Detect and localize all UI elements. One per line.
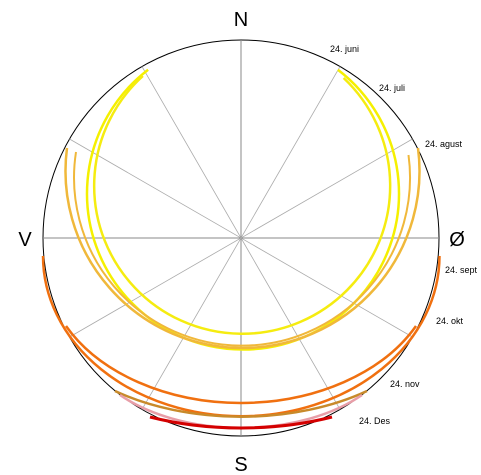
sun-path-juli	[92, 75, 392, 336]
label-juni: 24. juni	[330, 44, 359, 54]
label-nov: 24. nov	[390, 379, 420, 389]
label-sept: 24. sept	[445, 265, 478, 275]
label-juli: 24. juli	[379, 83, 405, 93]
label-des: 24. Des	[359, 416, 391, 426]
sun-path-agust	[64, 147, 421, 350]
sun-path-nov	[114, 389, 368, 418]
compass-east-label: Ø	[449, 229, 465, 251]
azimuth-line	[141, 66, 341, 410]
sun-path-okt	[64, 325, 418, 405]
compass-north-label: N	[234, 9, 248, 31]
label-agust: 24. agust	[425, 139, 463, 149]
compass-west-label: V	[18, 229, 32, 251]
sun-path-agust-inner	[73, 151, 412, 347]
sun-path-des	[149, 415, 333, 430]
sun-path-juni	[85, 68, 401, 351]
sun-path-arcs	[41, 68, 441, 430]
label-okt: 24. okt	[436, 316, 464, 326]
azimuth-lines	[43, 40, 439, 436]
compass-south-label: S	[234, 454, 247, 475]
